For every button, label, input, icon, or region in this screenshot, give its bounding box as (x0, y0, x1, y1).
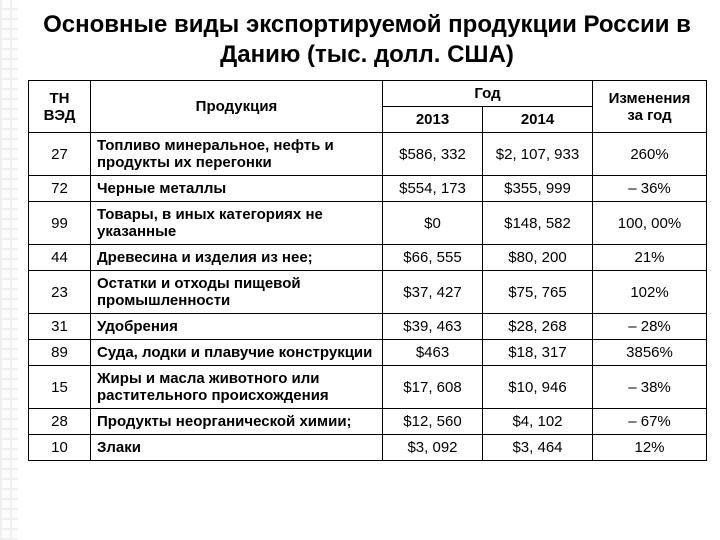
export-table: ТН ВЭД Продукция Год Изменения за год 20… (28, 80, 707, 461)
cell-2014: $4, 102 (483, 409, 593, 435)
table-header-row-1: ТН ВЭД Продукция Год Изменения за год (29, 81, 707, 107)
cell-product: Товары, в иных категориях не указанные (91, 202, 383, 245)
cell-2014: $18, 317 (483, 340, 593, 366)
cell-2013: $39, 463 (383, 314, 483, 340)
table-row: 89 Суда, лодки и плавучие конструкции $4… (29, 340, 707, 366)
table-row: 15 Жиры и масла животного или растительн… (29, 366, 707, 409)
table-row: 23 Остатки и отходы пищевой промышленнос… (29, 271, 707, 314)
cell-2014: $28, 268 (483, 314, 593, 340)
table-row: 72 Черные металлы $554, 173 $355, 999 – … (29, 176, 707, 202)
table-row: 31 Удобрения $39, 463 $28, 268 – 28% (29, 314, 707, 340)
cell-change: 100, 00% (593, 202, 707, 245)
cell-change: 3856% (593, 340, 707, 366)
cell-product: Черные металлы (91, 176, 383, 202)
table-row: 99 Товары, в иных категориях не указанны… (29, 202, 707, 245)
cell-product: Удобрения (91, 314, 383, 340)
cell-product: Суда, лодки и плавучие конструкции (91, 340, 383, 366)
col-header-change: Изменения за год (593, 81, 707, 133)
cell-product: Топливо минеральное, нефть и продукты их… (91, 133, 383, 176)
table-row: 27 Топливо минеральное, нефть и продукты… (29, 133, 707, 176)
cell-2013: $3, 092 (383, 435, 483, 461)
cell-2014: $80, 200 (483, 245, 593, 271)
cell-2014: $2, 107, 933 (483, 133, 593, 176)
cell-2014: $355, 999 (483, 176, 593, 202)
cell-2013: $17, 608 (383, 366, 483, 409)
cell-code: 28 (29, 409, 91, 435)
cell-change: 12% (593, 435, 707, 461)
table-head: ТН ВЭД Продукция Год Изменения за год 20… (29, 81, 707, 133)
table-row: 10 Злаки $3, 092 $3, 464 12% (29, 435, 707, 461)
page-title: Основные виды экспортируемой продукции Р… (28, 10, 706, 70)
cell-change: – 28% (593, 314, 707, 340)
cell-2014: $10, 946 (483, 366, 593, 409)
cell-2013: $0 (383, 202, 483, 245)
cell-2013: $37, 427 (383, 271, 483, 314)
col-header-code: ТН ВЭД (29, 81, 91, 133)
table-row: 28 Продукты неорганической химии; $12, 5… (29, 409, 707, 435)
cell-product: Продукты неорганической химии; (91, 409, 383, 435)
cell-product: Жиры и масла животного или растительного… (91, 366, 383, 409)
cell-product: Древесина и изделия из нее; (91, 245, 383, 271)
col-header-2013: 2013 (383, 107, 483, 133)
cell-product: Остатки и отходы пищевой промышленности (91, 271, 383, 314)
col-header-product: Продукция (91, 81, 383, 133)
cell-code: 15 (29, 366, 91, 409)
cell-change: 102% (593, 271, 707, 314)
col-header-year: Год (383, 81, 593, 107)
table-row: 44 Древесина и изделия из нее; $66, 555 … (29, 245, 707, 271)
cell-code: 89 (29, 340, 91, 366)
cell-2013: $463 (383, 340, 483, 366)
cell-change: 260% (593, 133, 707, 176)
cell-code: 10 (29, 435, 91, 461)
cell-code: 31 (29, 314, 91, 340)
cell-code: 27 (29, 133, 91, 176)
cell-code: 23 (29, 271, 91, 314)
cell-code: 44 (29, 245, 91, 271)
cell-2014: $75, 765 (483, 271, 593, 314)
cell-2014: $3, 464 (483, 435, 593, 461)
table-body: 27 Топливо минеральное, нефть и продукты… (29, 133, 707, 461)
cell-product: Злаки (91, 435, 383, 461)
cell-code: 99 (29, 202, 91, 245)
cell-2013: $12, 560 (383, 409, 483, 435)
cell-2013: $554, 173 (383, 176, 483, 202)
cell-2013: $66, 555 (383, 245, 483, 271)
slide: Основные виды экспортируемой продукции Р… (0, 0, 720, 540)
cell-2014: $148, 582 (483, 202, 593, 245)
cell-code: 72 (29, 176, 91, 202)
cell-change: 21% (593, 245, 707, 271)
cell-change: – 36% (593, 176, 707, 202)
col-header-2014: 2014 (483, 107, 593, 133)
cell-2013: $586, 332 (383, 133, 483, 176)
cell-change: – 67% (593, 409, 707, 435)
cell-change: – 38% (593, 366, 707, 409)
